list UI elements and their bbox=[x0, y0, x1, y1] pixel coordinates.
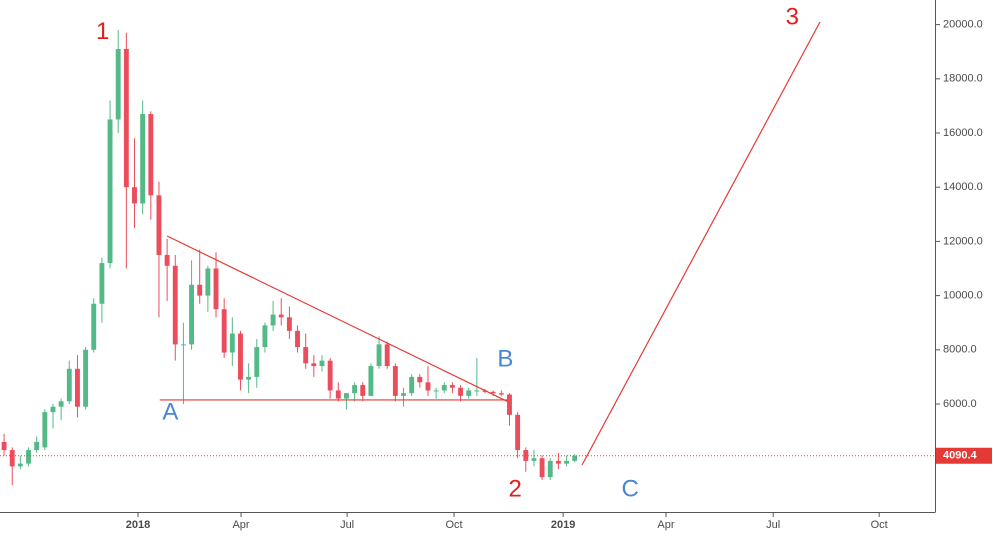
candle-body bbox=[311, 363, 317, 367]
candle-body bbox=[180, 344, 186, 346]
candle-body bbox=[303, 347, 309, 364]
x-tick-label: Apr bbox=[657, 519, 674, 531]
candle-body bbox=[148, 114, 154, 196]
candle-body bbox=[74, 368, 80, 407]
candle-body bbox=[319, 360, 325, 367]
candle-body bbox=[1, 441, 7, 451]
trend-line bbox=[581, 21, 821, 466]
candle-body bbox=[205, 268, 211, 296]
candle-body bbox=[360, 385, 366, 396]
candle-body bbox=[221, 309, 227, 353]
candle-body bbox=[441, 385, 447, 391]
candle-body bbox=[91, 303, 97, 350]
candle-body bbox=[197, 284, 203, 296]
candle-body bbox=[238, 333, 243, 380]
candle-body bbox=[392, 366, 398, 396]
candle-body bbox=[539, 458, 545, 478]
candle-body bbox=[368, 366, 374, 396]
candle-body bbox=[555, 460, 561, 464]
candle-body bbox=[34, 441, 40, 451]
x-tick-label: 2018 bbox=[126, 519, 150, 531]
candle-body bbox=[246, 376, 252, 380]
wave-label: B bbox=[497, 345, 513, 372]
wave-label: 1 bbox=[96, 18, 109, 45]
candle-body bbox=[213, 268, 219, 310]
candle-body bbox=[229, 333, 235, 353]
y-tick-label: 10000.0 bbox=[943, 290, 983, 302]
candle-body bbox=[384, 344, 390, 367]
last-price-label: 4090.4 bbox=[943, 450, 978, 462]
x-tick-label: Jul bbox=[766, 519, 780, 531]
trend-line bbox=[166, 235, 508, 402]
candle-body bbox=[164, 254, 170, 266]
candle-body bbox=[66, 368, 72, 402]
candle-body bbox=[531, 458, 537, 461]
candle-body bbox=[498, 393, 504, 395]
candle-body bbox=[123, 48, 129, 188]
candle-body bbox=[132, 187, 137, 204]
x-tick-label: Apr bbox=[232, 519, 249, 531]
candle-body bbox=[327, 360, 333, 391]
candle-body bbox=[17, 463, 23, 467]
candle-body bbox=[515, 414, 521, 451]
candle-body bbox=[42, 412, 48, 448]
candle-body bbox=[99, 263, 105, 304]
candle-body bbox=[425, 382, 431, 391]
candle-body bbox=[83, 349, 89, 407]
candle-body bbox=[262, 325, 268, 348]
candle-body bbox=[335, 390, 341, 399]
candle-body bbox=[376, 344, 382, 367]
candle-body bbox=[50, 406, 56, 413]
candle-body bbox=[409, 376, 415, 394]
candle-body bbox=[58, 401, 64, 407]
candle-body bbox=[189, 284, 195, 345]
x-tick-label: Oct bbox=[871, 519, 888, 531]
candle-body bbox=[270, 314, 276, 326]
candle-body bbox=[254, 347, 260, 377]
candle-body bbox=[344, 393, 349, 399]
wave-label: 2 bbox=[509, 475, 522, 502]
candle-body bbox=[156, 195, 162, 255]
candle-body bbox=[140, 114, 146, 204]
candle-body bbox=[449, 385, 455, 388]
y-tick-label: 12000.0 bbox=[943, 235, 983, 247]
candle-body bbox=[572, 455, 578, 461]
last-price-box bbox=[936, 447, 992, 464]
wave-label: A bbox=[162, 398, 178, 425]
candle-body bbox=[474, 390, 480, 392]
candle-body bbox=[507, 394, 512, 415]
candle-body bbox=[172, 265, 178, 345]
candle-body bbox=[26, 450, 31, 464]
candle-body bbox=[9, 450, 15, 467]
candle-body bbox=[352, 385, 358, 394]
y-tick-label: 14000.0 bbox=[943, 181, 983, 193]
wave-label: 3 bbox=[786, 3, 799, 30]
y-tick-label: 20000.0 bbox=[943, 19, 983, 31]
candle-body bbox=[458, 387, 464, 396]
candle-body bbox=[433, 390, 439, 392]
candle-body bbox=[466, 390, 472, 396]
x-tick-label: 2019 bbox=[551, 519, 575, 531]
candle-body bbox=[107, 119, 113, 264]
y-tick-label: 16000.0 bbox=[943, 127, 983, 139]
candle-body bbox=[115, 48, 121, 120]
x-tick-label: Jul bbox=[340, 519, 354, 531]
candle-body bbox=[490, 391, 496, 394]
x-tick-label: Oct bbox=[445, 519, 462, 531]
candle-body bbox=[286, 317, 292, 331]
candle-body bbox=[564, 460, 569, 464]
candle-body bbox=[278, 314, 284, 318]
candle-body bbox=[547, 460, 553, 478]
candle-body bbox=[295, 330, 300, 348]
candle-body bbox=[417, 376, 423, 383]
wave-label: C bbox=[621, 475, 638, 502]
y-tick-label: 8000.0 bbox=[943, 344, 977, 356]
y-tick-label: 18000.0 bbox=[943, 73, 983, 85]
y-tick-label: 6000.0 bbox=[943, 398, 977, 410]
candle-body bbox=[401, 393, 406, 396]
